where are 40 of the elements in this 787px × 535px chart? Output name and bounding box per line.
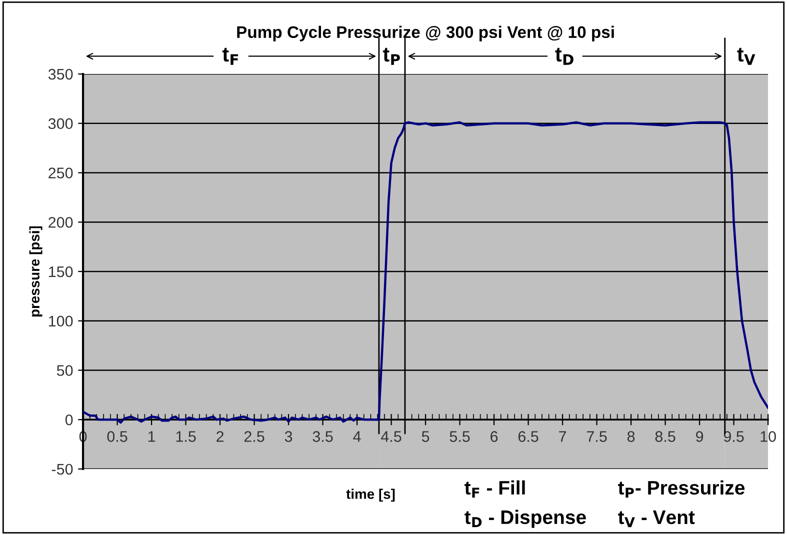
text: t$_{D}$ - Dispense	[464, 510, 586, 528]
x-axis-title: time [s]	[346, 488, 395, 502]
y-tick-label: 200	[48, 216, 73, 228]
x-tick-label: 6.5	[518, 431, 538, 442]
x-tick-label: 10	[760, 431, 776, 442]
x-tick-label: 4	[353, 431, 361, 442]
x-tick-label: 7	[559, 431, 566, 442]
band-label: t$_{V}$	[737, 48, 756, 65]
x-tick-label: 0.5	[107, 431, 128, 442]
chart-title: Pump Cycle Pressurize @ 300 psi Vent @ 10 psi	[237, 26, 614, 42]
text: t$_{P}$- Pressurize	[618, 480, 745, 498]
band-label: t$_{D}$	[555, 48, 574, 65]
x-tick-label: 7.5	[586, 431, 607, 442]
y-tick-label: 350	[48, 68, 73, 80]
x-tick-label: 5.5	[450, 431, 470, 442]
x-tick-label: 3.5	[312, 431, 333, 442]
y-tick-label: 150	[48, 266, 73, 278]
band-label: t$_{P}$	[382, 48, 400, 65]
text: t$_{V}$ - Vent	[618, 510, 695, 528]
text: t$_{F}$ - Fill	[464, 480, 525, 498]
x-tick-label: 8	[627, 431, 635, 442]
y-tick-label: 100	[48, 316, 73, 327]
x-tick-label: 9.5	[724, 431, 744, 442]
x-tick-label: 5	[422, 431, 430, 442]
x-tick-label: 1	[148, 431, 156, 442]
y-tick-label: 0	[65, 414, 73, 426]
x-tick-label: 9	[696, 431, 704, 442]
y-axis-title: pressure [psi]	[29, 226, 42, 316]
band-label: t$_{F}$	[222, 48, 238, 65]
y-tick-label: 50	[56, 365, 73, 376]
x-tick-label: 4.5	[381, 431, 402, 442]
y-tick-label: 250	[48, 168, 73, 178]
x-tick-label: 2	[216, 431, 224, 442]
x-tick-label: 8.5	[655, 431, 676, 442]
y-tick-label: -50	[52, 464, 73, 475]
y-tick-label: 300	[48, 118, 73, 130]
x-tick-label: 3	[284, 431, 292, 442]
x-tick-label: 6	[490, 431, 498, 442]
x-tick-label: 1.5	[176, 431, 196, 442]
x-tick-label: 2.5	[244, 431, 264, 442]
